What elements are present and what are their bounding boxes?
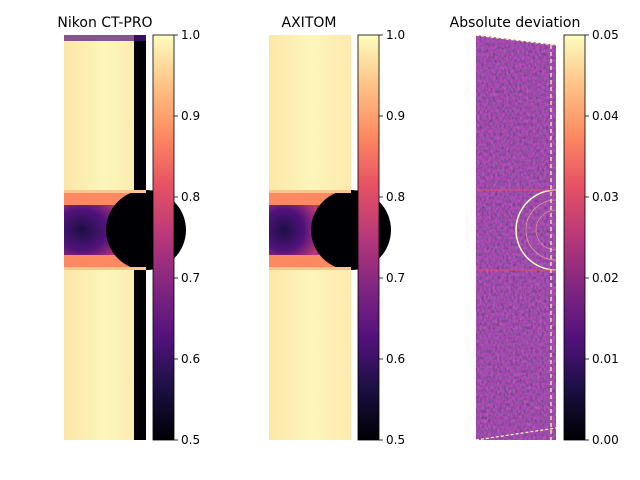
heatmap-deviation	[475, 34, 557, 441]
panel-deviation: Absolute deviation 0.000.010.020.030.040…	[450, 15, 619, 447]
colorbar-tick-label: 0.02	[592, 271, 619, 285]
colorbar-tick-label: 0.03	[592, 190, 619, 204]
panel-title-axitom: AXITOM	[282, 15, 337, 31]
colorbar-tick-label: 0.9	[386, 109, 405, 123]
colorbar-ticks-nikon: 0.5 0.6 0.7 0.8 0.9 1.0	[174, 28, 200, 447]
colorbar-tick-label: 0.6	[386, 352, 405, 366]
panel-title-deviation: Absolute deviation	[450, 15, 581, 31]
colorbar-tick-label: 0.7	[386, 271, 405, 285]
colorbar-ticks-axitom: 0.5 0.6 0.7 0.8 0.9 1.0	[379, 28, 405, 447]
colorbar-tick-label: 0.5	[386, 433, 405, 447]
colorbar-tick-label: 0.7	[181, 271, 200, 285]
colorbar-axitom: 0.5 0.6 0.7 0.8 0.9 1.0	[357, 28, 405, 447]
colorbar-tick-label: 0.01	[592, 352, 619, 366]
colorbar-nikon: 0.5 0.6 0.7 0.8 0.9 1.0	[152, 28, 200, 447]
panel-nikon: Nikon CT-PRO 0.5 0.6 0.7 0.8 0.9 1.0	[57, 15, 200, 447]
colorbar-tick-label: 1.0	[181, 28, 200, 42]
colorbar-tick-label: 0.00	[592, 433, 619, 447]
panel-axitom: AXITOM 0.5 0.6 0.7 0.8 0.9 1.0	[269, 15, 405, 447]
colorbar-tick-label: 0.6	[181, 352, 200, 366]
colorbar-tick-label: 0.04	[592, 109, 619, 123]
colorbar-tick-label: 0.05	[592, 28, 619, 42]
colorbar-tick-label: 0.5	[181, 433, 200, 447]
panel-title-nikon: Nikon CT-PRO	[57, 15, 152, 31]
colorbar-ticks-deviation: 0.00 0.01 0.02 0.03 0.04 0.05	[585, 28, 619, 447]
colorbar-tick-label: 1.0	[386, 28, 405, 42]
colorbar-deviation: 0.00 0.01 0.02 0.03 0.04 0.05	[563, 28, 619, 447]
colorbar-tick-label: 0.9	[181, 109, 200, 123]
colorbar-tick-label: 0.8	[386, 190, 405, 204]
colorbar-tick-label: 0.8	[181, 190, 200, 204]
